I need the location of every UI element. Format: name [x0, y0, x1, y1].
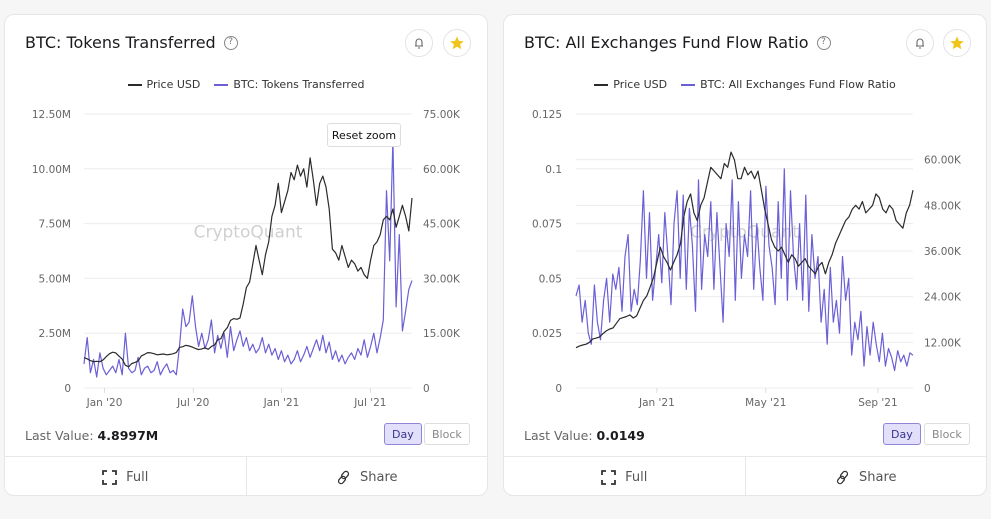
legend-item-price[interactable]: Price USD [594, 78, 667, 91]
series-line-price-usd[interactable] [575, 151, 914, 349]
chart-fund-flow-ratio[interactable]: 0 0.025 0.05 0.075 0.1 0.125 0 12.00K 24.00K 36.0… [504, 105, 987, 420]
last-value-label: Last Value: [25, 428, 94, 443]
y-left-tick-label: 7.50M [39, 219, 71, 231]
y-right-tick-label: 36.00K [924, 246, 962, 258]
chart-tokens-transferred[interactable]: 0 2.50M 5.00M 7.50M 10.00M 12.50M 0 15.00K 30.00… [5, 105, 488, 420]
y-left-tick-label: 0.025 [532, 328, 562, 340]
x-tick-label: Sep '21 [858, 397, 897, 409]
share-button[interactable]: Share [744, 457, 987, 495]
share-button[interactable]: Share [245, 457, 488, 495]
legend-swatch-price [594, 83, 609, 86]
full-label: Full [126, 470, 149, 485]
link-icon [836, 470, 849, 485]
legend-item-price[interactable]: Price USD [127, 78, 201, 91]
share-label: Share [858, 470, 897, 485]
share-label: Share [359, 470, 398, 485]
legend-label-price: Price USD [146, 78, 201, 91]
toggle-day[interactable]: Day [883, 423, 921, 445]
last-value: Last Value: 4.8997M [25, 428, 158, 443]
toggle-block[interactable]: Block [924, 423, 970, 445]
card-title-text: BTC: All Exchanges Fund Flow Ratio [524, 33, 809, 52]
full-button[interactable]: Full [504, 457, 745, 495]
x-tick-label: Jul '20 [176, 397, 209, 409]
alert-button[interactable] [405, 29, 433, 57]
question-circle-icon[interactable]: ? [223, 35, 238, 50]
link-icon [337, 470, 350, 485]
chart-card-fund-flow-ratio: BTC: All Exchanges Fund Flow Ratio ? Pri… [503, 14, 987, 496]
y-left-tick-label: 12.50M [32, 109, 71, 121]
last-value-number: 0.0149 [596, 428, 645, 443]
card-title-text: BTC: Tokens Transferred [25, 33, 216, 52]
fullscreen-icon [102, 470, 118, 485]
card-title: BTC: Tokens Transferred ? [25, 33, 238, 52]
y-right-tick-label: 12.00K [924, 337, 962, 349]
grid [84, 113, 412, 389]
y-right-tick-label: 48.00K [924, 200, 962, 212]
card-title: BTC: All Exchanges Fund Flow Ratio ? [524, 33, 831, 52]
favorite-button[interactable] [443, 29, 471, 57]
y-right-tick-label: 0 [924, 383, 931, 395]
y-left-tick-label: 0 [555, 383, 562, 395]
x-tick-label: Jan '21 [263, 397, 300, 409]
toggle-block[interactable]: Block [424, 423, 470, 445]
bell-icon [916, 38, 924, 49]
legend-swatch-price [127, 83, 142, 86]
y-left-tick-label: 2.50M [39, 328, 71, 340]
watermark: CryptoQuant [194, 222, 303, 242]
y-right-tick-label: 60.00K [924, 155, 962, 167]
star-icon [950, 36, 964, 50]
x-tick-label: Jan '20 [86, 397, 123, 409]
legend-swatch-metric [214, 83, 229, 86]
full-button[interactable]: Full [5, 457, 246, 495]
y-left-tick-label: 10.00M [32, 164, 71, 176]
legend-swatch-metric [681, 83, 696, 86]
legend-item-metric[interactable]: BTC: Tokens Transferred [214, 78, 364, 91]
legend-label-metric: BTC: Tokens Transferred [233, 78, 365, 91]
favorite-button[interactable] [943, 29, 971, 57]
y-right-tick-label: 45.00K [423, 219, 461, 231]
last-value-label: Last Value: [524, 428, 593, 443]
y-left-tick-label: 0.1 [545, 164, 562, 176]
x-tick-label: Jul '21 [353, 397, 386, 409]
last-value: Last Value: 0.0149 [524, 428, 645, 443]
y-right-tick-label: 0 [423, 383, 430, 395]
legend-item-metric[interactable]: BTC: All Exchanges Fund Flow Ratio [681, 78, 896, 91]
y-right-tick-label: 75.00K [423, 109, 461, 121]
bell-icon [415, 38, 423, 49]
toggle-day[interactable]: Day [384, 423, 422, 445]
chart-legend: Price USD BTC: All Exchanges Fund Flow R… [504, 78, 986, 91]
y-right-tick-label: 15.00K [423, 328, 461, 340]
reset-zoom-button[interactable]: Reset zoom [327, 123, 401, 147]
y-right-tick-label: 30.00K [423, 273, 461, 285]
y-left-tick-label: 5.00M [39, 273, 71, 285]
y-left-tick-label: 0.075 [532, 219, 562, 231]
last-value-number: 4.8997M [97, 428, 159, 443]
full-label: Full [625, 470, 648, 485]
fullscreen-icon [601, 470, 617, 485]
star-icon [450, 36, 464, 50]
card-footer: Full Share [5, 456, 488, 495]
series-line-metric[interactable] [83, 139, 413, 378]
grid [576, 113, 913, 389]
x-tick-label: May '21 [745, 397, 786, 409]
chart-card-tokens-transferred: BTC: Tokens Transferred ? Price USD BTC:… [4, 14, 488, 496]
x-tick-label: Jan '21 [638, 397, 675, 409]
question-circle-icon[interactable]: ? [816, 35, 831, 50]
series-line-price-usd[interactable] [83, 157, 413, 368]
y-left-tick-label: 0.125 [532, 109, 562, 121]
chart-legend: Price USD BTC: Tokens Transferred [5, 78, 487, 91]
legend-label-price: Price USD [613, 78, 668, 91]
alert-button[interactable] [906, 29, 934, 57]
y-left-tick-label: 0 [64, 383, 71, 395]
series-line-metric[interactable] [575, 168, 914, 372]
card-footer: Full Share [504, 456, 987, 495]
y-left-tick-label: 0.05 [539, 273, 562, 285]
legend-label-metric: BTC: All Exchanges Fund Flow Ratio [700, 78, 896, 91]
y-right-tick-label: 60.00K [423, 164, 461, 176]
y-right-tick-label: 24.00K [924, 292, 962, 304]
